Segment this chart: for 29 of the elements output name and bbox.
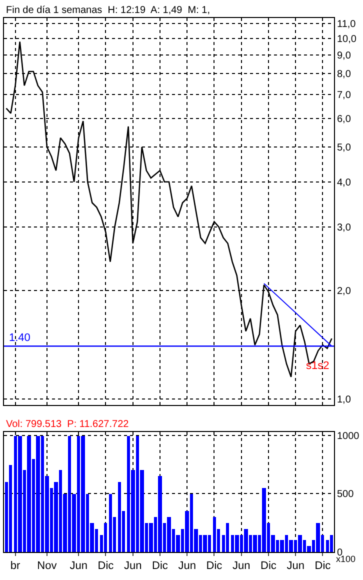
y-tick-label: 5,0	[337, 142, 352, 154]
chart-title: Vol: 799.513 P: 11.627.722	[6, 419, 130, 430]
y-tick-label: 6,0	[337, 114, 352, 125]
x-tick-label: Dic	[98, 560, 114, 572]
x-tick-label: Dic	[206, 560, 223, 572]
y-tick-label: 9,0	[337, 50, 352, 62]
x-tick-label: Jun	[178, 560, 196, 572]
ref-line-label: 1.40	[9, 332, 30, 344]
y-tick-label: 1,0	[337, 394, 352, 406]
y-tick-label: 8,0	[337, 68, 352, 80]
y-tick-label: 2,0	[337, 286, 352, 297]
y-tick-label: 7,0	[337, 90, 352, 101]
x-tick-label: Nov	[37, 560, 58, 572]
y-tick-label: 3,0	[337, 222, 352, 234]
chart-title: Fin de día 1 semanas H: 12:19 A: 1,49 M: 1,	[6, 5, 210, 16]
y-tick-label: 1000	[337, 430, 360, 442]
x-tick-label: Dic	[314, 560, 332, 572]
x-tick-label: Jun	[286, 560, 304, 572]
x-tick-label: Jun	[124, 560, 142, 572]
x-tick-label: Jun	[70, 560, 88, 572]
y-tick-label: 10,0	[337, 34, 357, 45]
x-tick-label: br	[10, 560, 21, 572]
y-tick-label: 4,0	[337, 177, 352, 188]
annotation: s1s2	[306, 360, 330, 372]
x-tick-label: Dic	[152, 560, 168, 572]
x-tick-label: Jun	[232, 560, 250, 572]
x-tick-label: Dic	[260, 560, 277, 572]
y-tick-label: 500	[337, 489, 354, 500]
y-tick-label: 11,0	[337, 19, 356, 30]
